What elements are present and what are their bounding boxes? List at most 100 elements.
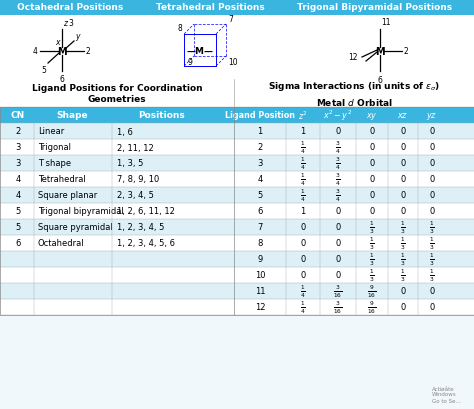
Text: $x^2-y^2$: $x^2-y^2$ <box>323 108 353 123</box>
Text: $\frac{3}{4}$: $\frac{3}{4}$ <box>335 155 341 172</box>
Text: $\frac{1}{3}$: $\frac{1}{3}$ <box>429 251 435 267</box>
Text: 2: 2 <box>86 47 91 56</box>
Text: 0: 0 <box>429 191 435 200</box>
Text: CN: CN <box>11 111 25 120</box>
Text: 7: 7 <box>257 223 263 232</box>
Text: $\frac{9}{16}$: $\frac{9}{16}$ <box>367 299 377 315</box>
Text: 0: 0 <box>429 159 435 168</box>
Text: 0: 0 <box>401 303 406 312</box>
Text: $yz$: $yz$ <box>426 110 438 121</box>
Text: $\frac{1}{3}$: $\frac{1}{3}$ <box>369 235 375 252</box>
Text: $\frac{1}{3}$: $\frac{1}{3}$ <box>400 267 406 283</box>
Text: $\frac{3}{4}$: $\frac{3}{4}$ <box>335 171 341 188</box>
Text: 0: 0 <box>336 239 341 248</box>
Text: 5: 5 <box>257 191 263 200</box>
Text: 12: 12 <box>348 52 358 61</box>
Text: 4: 4 <box>15 175 21 184</box>
Bar <box>234 236 474 252</box>
Bar <box>234 283 474 299</box>
Text: 0: 0 <box>429 175 435 184</box>
Text: 0: 0 <box>401 287 406 296</box>
Text: 11: 11 <box>255 287 265 296</box>
Text: $\frac{1}{4}$: $\frac{1}{4}$ <box>300 139 306 156</box>
Text: 11: 11 <box>381 18 391 27</box>
Bar <box>234 204 474 220</box>
Text: 1, 3, 5: 1, 3, 5 <box>117 159 143 168</box>
Text: 0: 0 <box>369 143 374 152</box>
Text: 0: 0 <box>401 143 406 152</box>
Bar <box>0 172 234 188</box>
Text: 2: 2 <box>404 47 409 56</box>
Text: M: M <box>375 47 385 57</box>
Text: 0: 0 <box>429 287 435 296</box>
Text: $\frac{3}{4}$: $\frac{3}{4}$ <box>335 187 341 204</box>
Text: 0: 0 <box>336 207 341 216</box>
Text: $\frac{3}{16}$: $\frac{3}{16}$ <box>333 299 343 315</box>
Text: Trigonal bipyramidal: Trigonal bipyramidal <box>38 207 124 216</box>
Text: 0: 0 <box>301 223 306 232</box>
Bar <box>234 155 474 172</box>
Text: M: M <box>57 47 67 57</box>
Text: 7: 7 <box>228 15 233 24</box>
Text: 1: 1 <box>257 127 263 136</box>
Text: $xz$: $xz$ <box>397 111 409 120</box>
Text: 3: 3 <box>257 159 263 168</box>
Text: 5: 5 <box>15 223 21 232</box>
Text: 0: 0 <box>336 223 341 232</box>
Text: 8: 8 <box>257 239 263 248</box>
Text: 1, 2, 3, 4, 5: 1, 2, 3, 4, 5 <box>117 223 164 232</box>
Text: $\frac{1}{3}$: $\frac{1}{3}$ <box>400 219 406 236</box>
Text: 4: 4 <box>257 175 263 184</box>
Text: 3: 3 <box>68 19 73 28</box>
Text: Sigma Interactions (in units of $\varepsilon_\sigma$)
Metal $d$ Orbital: Sigma Interactions (in units of $\vareps… <box>268 80 440 108</box>
Text: 6: 6 <box>15 239 21 248</box>
Text: $\frac{1}{3}$: $\frac{1}{3}$ <box>400 251 406 267</box>
Text: 1: 1 <box>301 207 306 216</box>
Text: $\frac{1}{4}$: $\frac{1}{4}$ <box>300 283 306 299</box>
Text: y: y <box>75 32 80 41</box>
Text: 0: 0 <box>336 255 341 264</box>
Text: 4: 4 <box>33 47 38 56</box>
Text: $\frac{1}{3}$: $\frac{1}{3}$ <box>429 235 435 252</box>
Text: $\frac{1}{3}$: $\frac{1}{3}$ <box>369 251 375 267</box>
Text: 0: 0 <box>401 175 406 184</box>
Bar <box>0 267 234 283</box>
Bar <box>0 155 234 172</box>
Text: $z^2$: $z^2$ <box>298 110 308 122</box>
Text: 10: 10 <box>255 271 265 280</box>
Text: 0: 0 <box>336 271 341 280</box>
Text: $\frac{1}{4}$: $\frac{1}{4}$ <box>300 171 306 188</box>
Text: 1: 1 <box>301 127 306 136</box>
Text: 3: 3 <box>15 143 21 152</box>
Text: 0: 0 <box>369 159 374 168</box>
Text: Positions: Positions <box>138 111 185 120</box>
Text: Trigonal Bipyramidal Positions: Trigonal Bipyramidal Positions <box>298 4 453 12</box>
Text: 0: 0 <box>429 303 435 312</box>
Text: 6: 6 <box>257 207 263 216</box>
Text: $\frac{1}{4}$: $\frac{1}{4}$ <box>300 155 306 172</box>
Text: 0: 0 <box>336 127 341 136</box>
Text: Square planar: Square planar <box>38 191 97 200</box>
Text: 1, 2, 6, 11, 12: 1, 2, 6, 11, 12 <box>117 207 175 216</box>
Text: $\frac{9}{16}$: $\frac{9}{16}$ <box>367 283 377 299</box>
Text: $\frac{3}{16}$: $\frac{3}{16}$ <box>333 283 343 299</box>
Text: $\frac{1}{3}$: $\frac{1}{3}$ <box>429 267 435 283</box>
Text: 0: 0 <box>429 143 435 152</box>
Bar <box>0 0 474 16</box>
Bar <box>0 108 234 124</box>
Text: Tetrahedral: Tetrahedral <box>38 175 86 184</box>
Text: 0: 0 <box>369 207 374 216</box>
Bar <box>0 139 234 155</box>
Bar <box>234 220 474 236</box>
Text: Go to Se…: Go to Se… <box>432 398 461 404</box>
Bar <box>0 236 234 252</box>
Text: 0: 0 <box>301 271 306 280</box>
Text: 8: 8 <box>177 24 182 33</box>
Text: 1, 2, 3, 4, 5, 6: 1, 2, 3, 4, 5, 6 <box>117 239 175 248</box>
Text: x: x <box>55 38 60 47</box>
Text: Actiøåte
Windows: Actiøåte Windows <box>432 386 456 396</box>
Bar <box>0 220 234 236</box>
Bar <box>0 108 474 315</box>
Bar <box>234 299 474 315</box>
Text: 2: 2 <box>15 127 21 136</box>
